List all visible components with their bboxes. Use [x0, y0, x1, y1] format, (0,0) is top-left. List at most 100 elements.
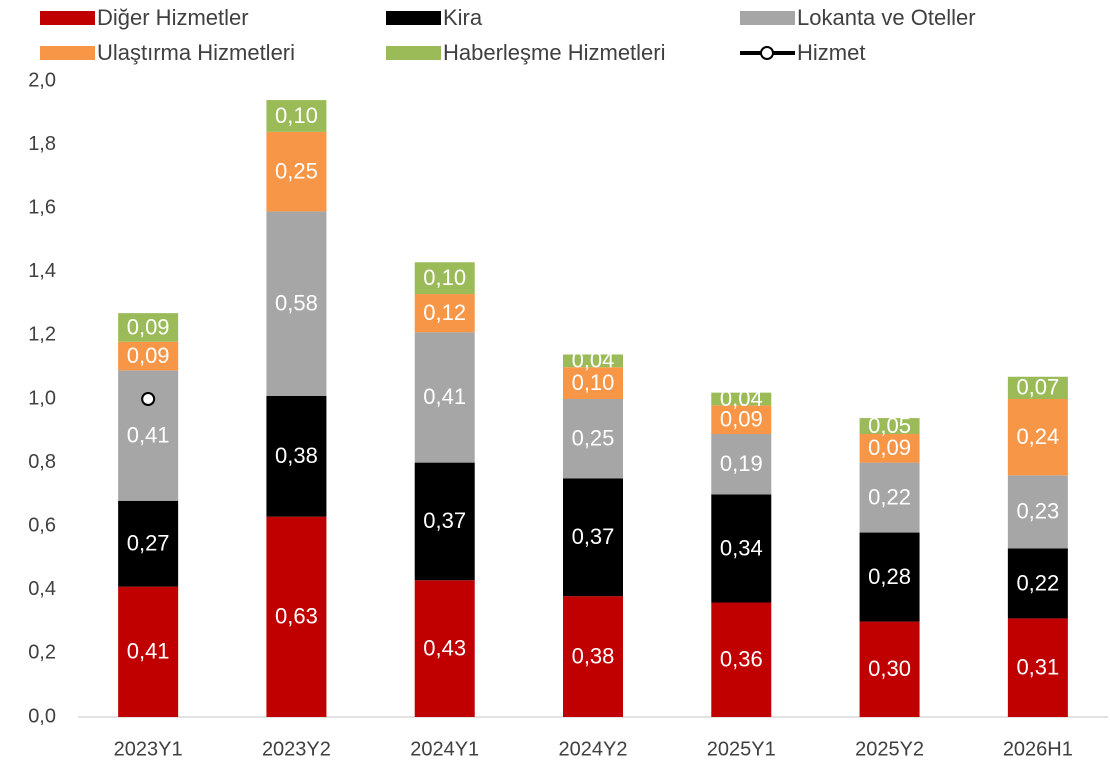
bar-segment — [1007, 376, 1068, 399]
data-label: 0,09 — [868, 435, 911, 460]
bar-segment — [859, 462, 920, 533]
y-tick-label: 1,2 — [28, 324, 56, 346]
y-tick-label: 1,0 — [28, 387, 56, 409]
bar-segment — [266, 131, 327, 212]
data-label: 0,58 — [275, 290, 318, 315]
legend-label: Hizmet — [797, 40, 865, 65]
bar-segment — [563, 354, 623, 368]
bar-segment — [266, 100, 327, 132]
data-label: 0,38 — [275, 443, 318, 468]
bar-segment — [711, 494, 772, 603]
bar-segment — [118, 500, 179, 587]
bar-segment — [563, 596, 623, 717]
y-tick-label: 0,2 — [28, 642, 56, 664]
bar-segment — [711, 392, 772, 406]
y-tick-label: 0,6 — [28, 514, 56, 536]
legend-swatch — [40, 46, 95, 60]
legend-label: Haberleşme Hizmetleri — [443, 40, 666, 65]
data-label: 0,10 — [572, 370, 615, 395]
data-label: 0,10 — [423, 265, 466, 290]
bar-segment — [563, 478, 623, 597]
legend-swatch — [40, 11, 95, 25]
legend-swatch — [740, 11, 795, 25]
data-label: 0,25 — [572, 426, 615, 451]
data-label: 0,09 — [127, 314, 170, 339]
bar-segment — [414, 294, 475, 333]
y-tick-label: 0,0 — [28, 705, 56, 727]
data-label: 0,24 — [1016, 424, 1059, 449]
data-label: 0,43 — [423, 635, 466, 660]
line-marker — [141, 392, 156, 406]
legend-swatch — [760, 46, 774, 60]
x-tick-label: 2026H1 — [1003, 738, 1073, 760]
bar-segment — [859, 433, 920, 463]
data-label: 0,41 — [127, 639, 170, 664]
bar-segment — [859, 621, 920, 717]
data-label: 0,22 — [1016, 570, 1059, 595]
bar-segment — [118, 313, 179, 342]
data-label: 0,41 — [127, 422, 170, 447]
data-label: 0,12 — [423, 300, 466, 325]
bar-segment — [711, 405, 772, 434]
y-tick-label: 1,6 — [28, 196, 56, 218]
x-tick-label: 2025Y1 — [707, 738, 776, 760]
bar-segment — [563, 367, 623, 399]
x-tick-label: 2023Y2 — [262, 738, 331, 760]
data-label: 0,30 — [868, 656, 911, 681]
x-tick-label: 2024Y1 — [410, 738, 479, 760]
data-label: 0,07 — [1016, 375, 1059, 400]
bar-segment — [1007, 618, 1068, 717]
y-tick-label: 0,4 — [28, 578, 56, 600]
bar-segment — [563, 399, 623, 479]
data-label: 0,09 — [720, 406, 763, 431]
data-label: 0,09 — [127, 343, 170, 368]
bar-segment — [859, 418, 920, 434]
bar-segment — [118, 341, 179, 371]
data-label: 0,34 — [720, 535, 763, 560]
x-tick-label: 2023Y1 — [114, 738, 183, 760]
data-label: 0,37 — [572, 524, 615, 549]
bar-segment — [1007, 475, 1068, 549]
bar-segment — [859, 532, 920, 622]
bar-segment — [414, 262, 475, 295]
data-label: 0,38 — [572, 643, 615, 668]
bar-segment — [118, 586, 179, 717]
bar-segment — [414, 580, 475, 717]
data-label: 0,04 — [720, 386, 763, 411]
data-label: 0,04 — [572, 348, 615, 373]
data-label: 0,36 — [720, 647, 763, 672]
data-label: 0,10 — [275, 103, 318, 128]
y-tick-label: 1,8 — [28, 133, 56, 155]
bar-segment — [266, 395, 327, 517]
legend-label: Ulaştırma Hizmetleri — [97, 40, 295, 65]
bar-segment — [414, 332, 475, 463]
y-tick-label: 2,0 — [28, 69, 56, 91]
data-label: 0,28 — [868, 564, 911, 589]
bar-segment — [1007, 399, 1068, 476]
data-label: 0,23 — [1016, 499, 1059, 524]
bar-segment — [1007, 548, 1068, 619]
legend-label: Diğer Hizmetler — [97, 5, 249, 30]
y-tick-label: 0,8 — [28, 451, 56, 473]
legend-swatch — [386, 11, 441, 25]
bar-segment — [414, 462, 475, 581]
legend-label: Lokanta ve Oteller — [797, 5, 976, 30]
x-tick-label: 2025Y2 — [855, 738, 924, 760]
data-label: 0,63 — [275, 604, 318, 629]
legend-swatch — [386, 46, 441, 60]
data-label: 0,25 — [275, 158, 318, 183]
data-label: 0,22 — [868, 484, 911, 509]
data-label: 0,05 — [868, 413, 911, 438]
data-label: 0,31 — [1016, 655, 1059, 680]
data-label: 0,27 — [127, 531, 170, 556]
x-tick-label: 2024Y2 — [559, 738, 628, 760]
bar-segment — [266, 516, 327, 717]
data-label: 0,37 — [423, 508, 466, 533]
legend-label: Kira — [443, 5, 483, 30]
data-label: 0,19 — [720, 451, 763, 476]
y-tick-label: 1,4 — [28, 260, 56, 282]
bar-segment — [711, 433, 772, 495]
bar-segment — [266, 211, 327, 396]
